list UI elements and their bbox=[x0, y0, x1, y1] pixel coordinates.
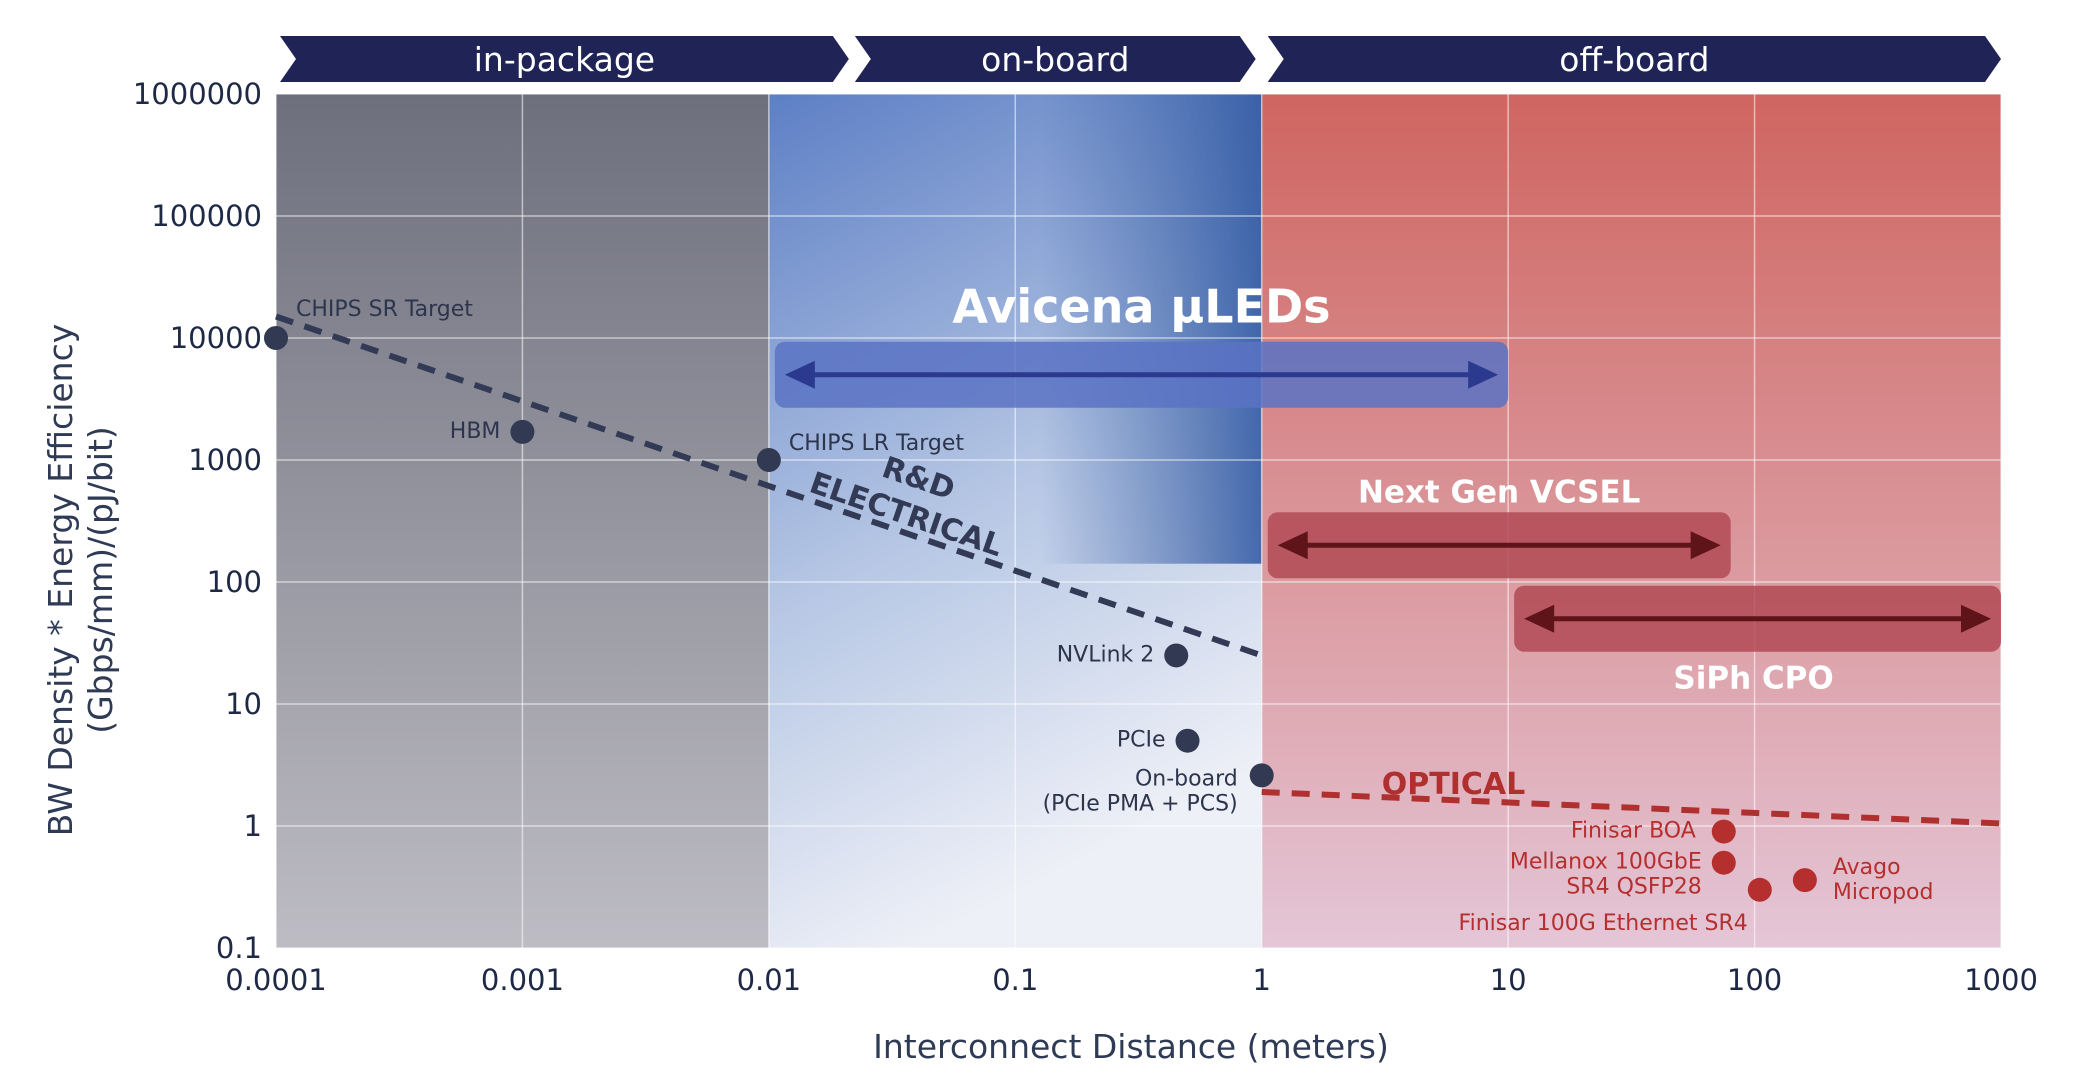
point-label-hbm: HBM bbox=[450, 419, 501, 444]
y-tick-10: 10 bbox=[225, 687, 262, 721]
region-in-package-label: in-package bbox=[474, 40, 655, 79]
point-label-chips-lr-target: CHIPS LR Target bbox=[789, 431, 965, 456]
y-axis-title: BW Density * Energy Efficiency (Gbps/mm)… bbox=[41, 324, 120, 837]
band-avicena-leds-title: Avicena µLEDs bbox=[952, 280, 1330, 334]
region-in-package-chevron bbox=[280, 36, 849, 82]
band-next-gen-vcsel-arrowhead-right bbox=[1690, 531, 1721, 560]
band-siph-cpo-title: SiPh CPO bbox=[1673, 661, 1833, 697]
y-tick-100000: 100000 bbox=[151, 199, 262, 233]
x-tick-10: 10 bbox=[1490, 963, 1527, 997]
point-label-avago-line2: Micropod bbox=[1833, 880, 1934, 905]
trend-line-electrical bbox=[275, 313, 1263, 659]
y-tick-10000: 10000 bbox=[170, 321, 262, 355]
data-points: CHIPS SR Target HBM CHIPS LR Target NVLink … bbox=[264, 297, 1933, 936]
region-on-board-shade bbox=[1039, 94, 1262, 564]
point-label-mellanox-100gbe: Mellanox 100GbE bbox=[1510, 850, 1702, 875]
y-tick-1000000: 1000000 bbox=[133, 77, 262, 111]
point-label-avago: Avago bbox=[1833, 855, 1901, 880]
x-axis-title: Interconnect Distance (meters) bbox=[873, 1027, 1389, 1066]
band-avicena-leds-arrowhead-left bbox=[784, 360, 815, 389]
trend-optical-label: OPTICAL bbox=[1382, 767, 1525, 802]
point-chips-sr-target bbox=[264, 326, 288, 350]
range-bands: Avicena µLEDs Next Gen VCSEL SiPh CPO bbox=[774, 280, 2001, 697]
point-mellanox-100gbe bbox=[1711, 850, 1736, 875]
point-finisar-boa bbox=[1711, 819, 1736, 844]
band-siph-cpo-arrowhead-left bbox=[1524, 604, 1555, 633]
point-finisar-100g-ethernet-sr4 bbox=[1747, 877, 1772, 902]
point-nvlink-2 bbox=[1164, 643, 1189, 668]
region-off-board-label: off-board bbox=[1559, 40, 1709, 79]
x-tick-1: 1 bbox=[1252, 963, 1270, 997]
x-tick-0-0001: 0.0001 bbox=[225, 963, 326, 997]
y-axis-ticks: 0.1 1 10 100 1000 10000 100000 1000000 bbox=[133, 77, 262, 965]
y-tick-1000: 1000 bbox=[188, 443, 262, 477]
y-tick-1: 1 bbox=[244, 809, 262, 843]
point-pcie bbox=[1175, 728, 1200, 753]
point-chips-lr-target bbox=[756, 448, 781, 472]
region-off-board-chevron bbox=[1267, 36, 2001, 82]
y-tick-100: 100 bbox=[207, 565, 262, 599]
point-label-finisar-100g-ethernet-sr4: Finisar 100G Ethernet SR4 bbox=[1459, 911, 1748, 936]
trend-line-optical bbox=[1261, 788, 2002, 827]
y-axis-title-line1: BW Density * Energy Efficiency bbox=[41, 324, 80, 837]
band-siph-cpo-arrowhead-right bbox=[1961, 604, 1991, 633]
point-on-board bbox=[1249, 763, 1274, 788]
point-label-nvlink-2: NVLink 2 bbox=[1057, 642, 1155, 667]
x-tick-0-01: 0.01 bbox=[737, 963, 802, 997]
point-label-on-board-line2: (PCIe PMA + PCS) bbox=[1043, 791, 1238, 816]
point-label-on-board: On-board bbox=[1135, 766, 1238, 791]
point-label-pcie: PCIe bbox=[1117, 728, 1166, 753]
point-label-finisar-boa: Finisar BOA bbox=[1571, 819, 1696, 844]
point-label-chips-sr-target: CHIPS SR Target bbox=[296, 297, 473, 322]
band-next-gen-vcsel-title: Next Gen VCSEL bbox=[1358, 474, 1640, 510]
point-hbm bbox=[510, 419, 535, 444]
y-axis-title-line2: (Gbps/mm)/(pJ/bit) bbox=[81, 426, 120, 734]
region-on-board-label: on-board bbox=[981, 40, 1129, 79]
x-tick-0-001: 0.001 bbox=[481, 963, 564, 997]
x-axis-ticks: 0.0001 0.001 0.01 0.1 1 10 100 1000 bbox=[225, 963, 2038, 997]
point-avago bbox=[1792, 868, 1817, 893]
point-label-mellanox-100gbe-line2: SR4 QSFP28 bbox=[1566, 875, 1701, 900]
region-on-board-chevron bbox=[854, 36, 1256, 82]
y-tick-0-1: 0.1 bbox=[216, 931, 262, 965]
band-next-gen-vcsel-arrowhead-left bbox=[1277, 531, 1308, 560]
x-tick-1000: 1000 bbox=[1964, 963, 2038, 997]
region-backgrounds bbox=[276, 94, 2001, 948]
region-header: in-package on-board off-board bbox=[280, 36, 2001, 82]
x-tick-100: 100 bbox=[1727, 963, 1782, 997]
x-tick-0-1: 0.1 bbox=[992, 963, 1038, 997]
band-avicena-leds-arrowhead-right bbox=[1468, 360, 1499, 389]
